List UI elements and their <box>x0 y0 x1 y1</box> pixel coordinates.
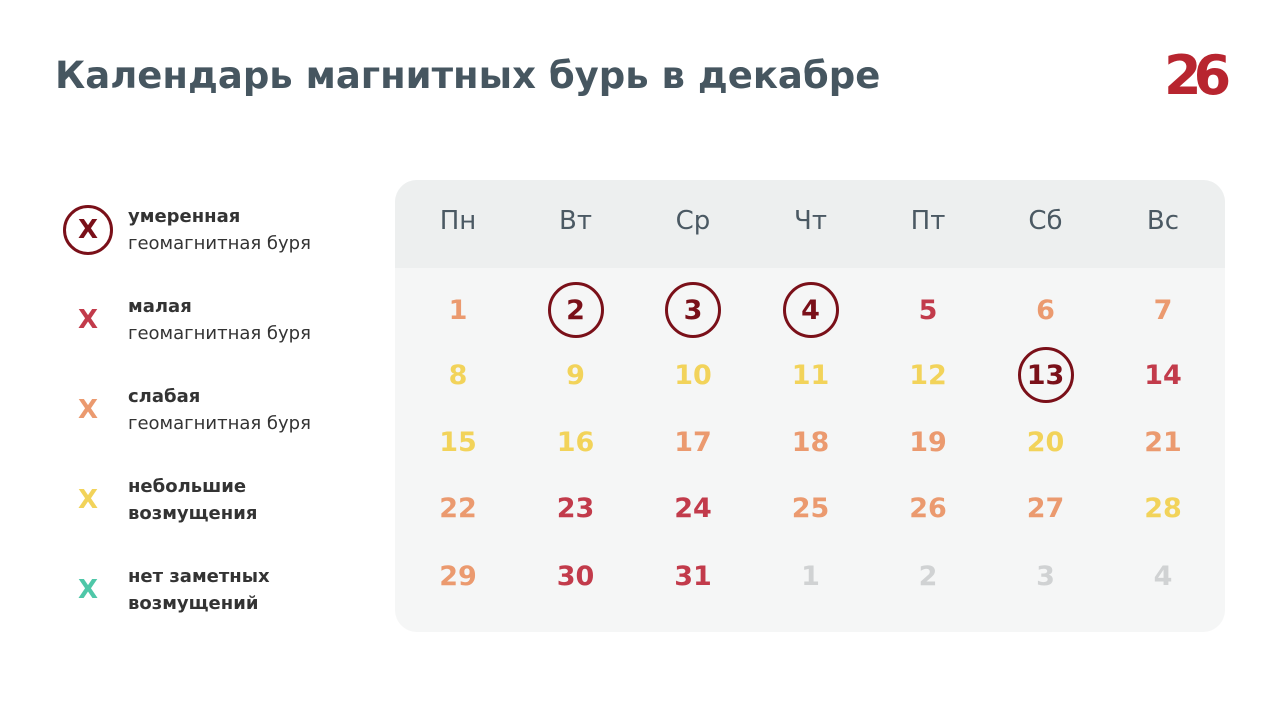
day: 5 <box>918 294 938 326</box>
day: 9 <box>566 359 585 391</box>
day: 10 <box>674 359 712 391</box>
legend-line: возмущений <box>128 593 259 614</box>
day: 15 <box>439 426 477 458</box>
day: 21 <box>1144 426 1182 458</box>
weekday: Чт <box>794 206 827 236</box>
day: 1 <box>448 294 468 326</box>
legend-label: умеренная геомагнитная буря <box>128 203 311 257</box>
day: 8 <box>448 359 468 391</box>
day: 31 <box>674 560 712 592</box>
day: 6 <box>1036 294 1055 326</box>
day: 3 <box>1036 560 1055 592</box>
legend-line: умеренная <box>128 206 241 227</box>
day: 11 <box>791 359 830 391</box>
legend-marker: X <box>77 485 99 515</box>
day: 23 <box>556 492 595 524</box>
legend-line: геомагнитная буря <box>128 413 311 434</box>
legend-marker: X <box>77 305 99 335</box>
legend-line: нет заметных <box>128 566 270 587</box>
legend-label: небольшие возмущения <box>128 473 257 527</box>
legend-marker: X <box>77 575 99 605</box>
day: 7 <box>1153 294 1173 326</box>
day: 17 <box>674 426 712 458</box>
logo: 26 <box>1164 44 1231 107</box>
day: 19 <box>909 426 947 458</box>
weekday: Сб <box>1028 206 1063 236</box>
weekday: Пт <box>910 206 946 236</box>
day: 1 <box>801 560 820 592</box>
legend-label: слабая геомагнитная буря <box>128 383 311 437</box>
day: 4 <box>782 282 839 338</box>
weekday: Вт <box>559 206 592 236</box>
day: 2 <box>918 560 938 592</box>
legend-marker: X <box>77 395 99 425</box>
day: 12 <box>909 359 947 391</box>
day: 14 <box>1144 359 1182 391</box>
day: 30 <box>556 560 595 592</box>
weekday: Пн <box>439 206 477 236</box>
day: 2 <box>547 282 604 338</box>
legend-line: геомагнитная буря <box>128 323 311 344</box>
title: Календарь магнитных бурь в декабре <box>55 54 881 97</box>
day: 22 <box>439 492 477 524</box>
legend-label: нет заметных возмущений <box>128 563 270 617</box>
day: 18 <box>791 426 830 458</box>
legend-line: возмущения <box>128 503 258 524</box>
legend-line: небольшие <box>128 476 247 497</box>
day: 29 <box>439 560 477 592</box>
day: 13 <box>1017 347 1074 403</box>
day: 24 <box>674 492 712 524</box>
day: 16 <box>556 426 595 458</box>
weekday: Ср <box>675 206 711 236</box>
legend-line: слабая <box>128 386 201 407</box>
weekday: Вс <box>1146 206 1180 236</box>
day: 20 <box>1026 426 1065 458</box>
legend-line: малая <box>128 296 192 317</box>
day: 25 <box>791 492 830 524</box>
day: 27 <box>1026 492 1065 524</box>
day: 26 <box>909 492 947 524</box>
legend-line: геомагнитная буря <box>128 233 311 254</box>
weekday-band <box>395 180 1225 268</box>
day: 4 <box>1153 560 1173 592</box>
day: 3 <box>665 282 721 338</box>
legend-label: малая геомагнитная буря <box>128 293 311 347</box>
calendar: Пн Вт Ср Чт Пт Сб Вс 1 2 3 4 5 6 7 8 9 10 11 12 13 14 15 16 17 1… <box>395 180 1225 632</box>
legend-marker: X <box>63 205 113 255</box>
day: 28 <box>1144 492 1182 524</box>
